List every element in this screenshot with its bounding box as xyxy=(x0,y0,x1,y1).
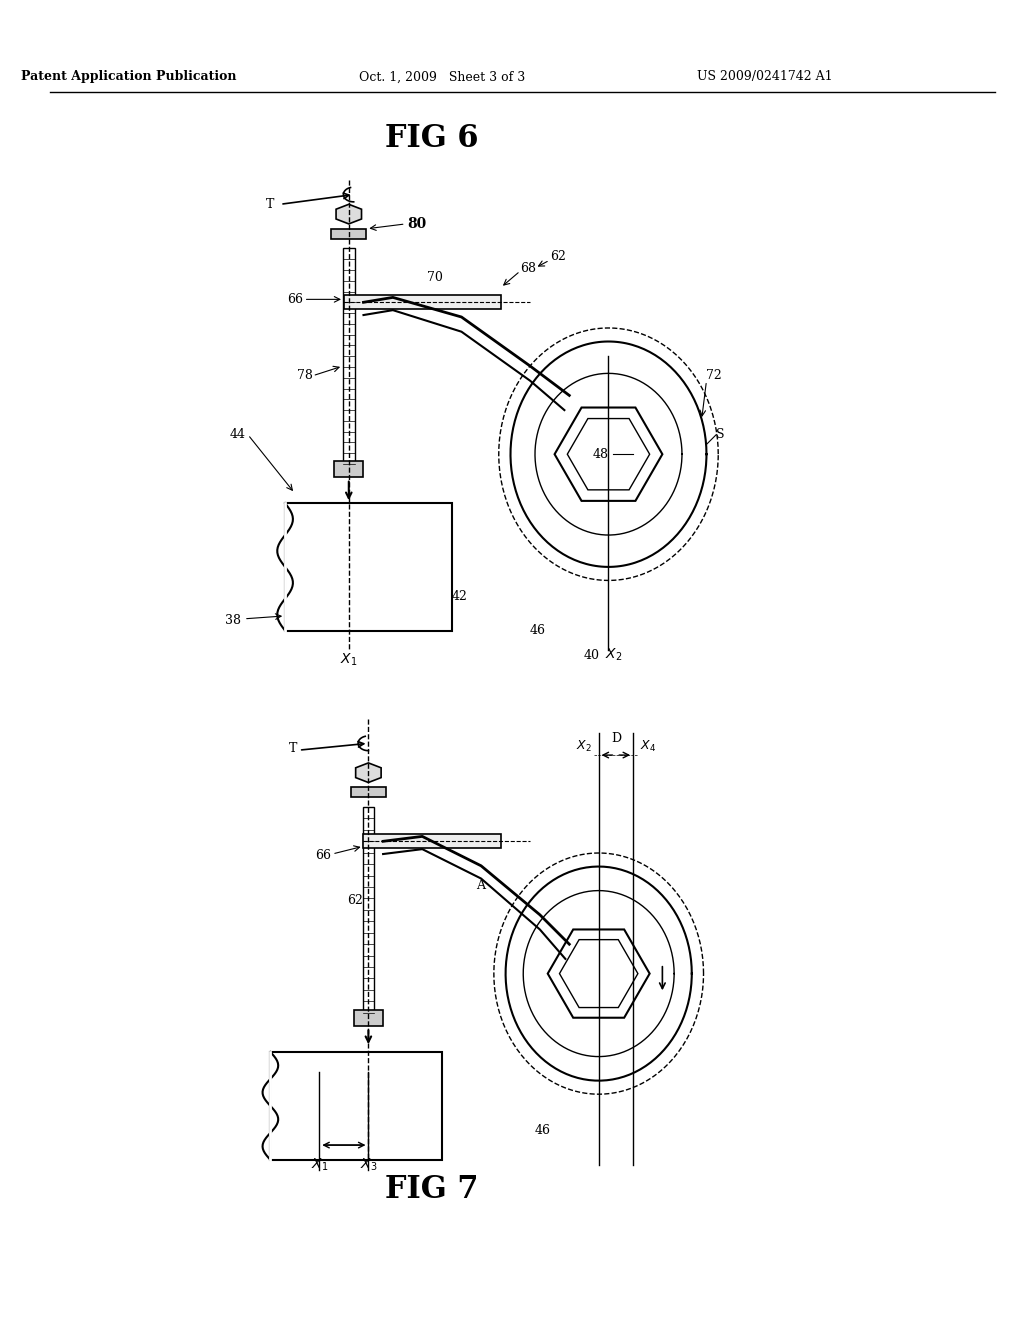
Text: FIG 7: FIG 7 xyxy=(385,1173,479,1205)
Bar xyxy=(285,503,452,631)
Bar xyxy=(351,788,386,797)
Text: 66: 66 xyxy=(315,850,331,862)
Bar xyxy=(364,834,501,849)
Text: $X_2$: $X_2$ xyxy=(605,647,622,664)
Text: 70: 70 xyxy=(427,272,443,284)
Text: US 2009/0241742 A1: US 2009/0241742 A1 xyxy=(697,70,834,83)
Text: T: T xyxy=(266,198,274,211)
Bar xyxy=(362,807,374,1012)
Text: 80: 80 xyxy=(408,216,427,231)
Text: 78: 78 xyxy=(297,370,312,383)
Text: FIG 6: FIG 6 xyxy=(385,123,479,154)
Text: D: D xyxy=(611,731,622,744)
Text: $X_1$: $X_1$ xyxy=(340,652,357,668)
Text: 44: 44 xyxy=(229,428,246,441)
Text: 46: 46 xyxy=(530,624,546,638)
Polygon shape xyxy=(355,763,381,783)
Text: 40: 40 xyxy=(584,648,600,661)
Text: 72: 72 xyxy=(707,370,722,383)
Bar xyxy=(334,461,364,477)
Text: $X_2$: $X_2$ xyxy=(577,739,592,754)
Bar xyxy=(270,1052,442,1160)
Polygon shape xyxy=(548,929,649,1018)
Polygon shape xyxy=(555,408,663,500)
Text: 62: 62 xyxy=(550,249,565,263)
Text: $X_4$: $X_4$ xyxy=(640,739,655,754)
Text: 66: 66 xyxy=(287,293,303,306)
Text: Patent Application Publication: Patent Application Publication xyxy=(20,70,237,83)
Text: $X_1$: $X_1$ xyxy=(310,1156,328,1173)
Text: 48: 48 xyxy=(593,447,608,461)
Text: 46: 46 xyxy=(535,1123,551,1137)
Text: A: A xyxy=(476,879,485,892)
Text: 38: 38 xyxy=(225,614,241,627)
Bar xyxy=(331,228,367,239)
Bar xyxy=(343,248,354,465)
Bar xyxy=(344,296,501,309)
Text: T: T xyxy=(289,742,297,755)
Text: $X_3$: $X_3$ xyxy=(359,1156,377,1173)
Text: 42: 42 xyxy=(452,590,468,603)
Text: Oct. 1, 2009   Sheet 3 of 3: Oct. 1, 2009 Sheet 3 of 3 xyxy=(358,70,525,83)
Text: 68: 68 xyxy=(520,261,537,275)
Text: S: S xyxy=(716,428,725,441)
Bar xyxy=(353,1010,383,1026)
Polygon shape xyxy=(336,205,361,224)
Text: 62: 62 xyxy=(347,894,362,907)
